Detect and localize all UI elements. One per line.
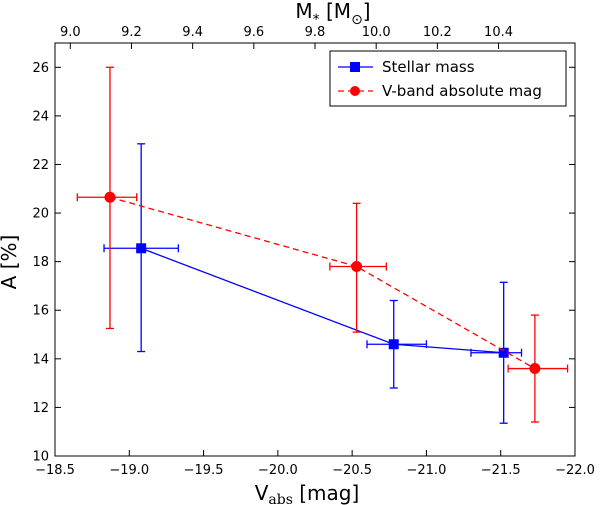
x-tick-label: −19.0 — [109, 463, 149, 478]
top-tick-label: 10.4 — [484, 25, 513, 40]
x-axis-title-sub: abs — [268, 492, 293, 505]
y-tick-label: 14 — [32, 352, 49, 367]
top-tick-label: 10.0 — [362, 25, 391, 40]
data-point-vband — [529, 363, 541, 375]
legend: Stellar mass V-band absolute mag — [329, 50, 567, 107]
x-tick-label: −22.0 — [555, 463, 595, 478]
top-axis-title: M* [M⊙] — [295, 0, 370, 28]
top-axis-title-unit-sub: ⊙ — [351, 12, 363, 28]
top-axis-title-unit-close: ] — [363, 0, 371, 23]
data-point-vband — [104, 191, 116, 203]
y-axis-title: A [%] — [0, 235, 21, 290]
y-tick-label: 24 — [32, 109, 49, 124]
y-tick-label: 12 — [32, 401, 49, 416]
legend-label-stellar-mass: Stellar mass — [382, 58, 475, 76]
legend-label-vband: V-band absolute mag — [382, 82, 542, 100]
data-point-stellar-mass — [136, 243, 147, 254]
x-tick-label: −19.5 — [184, 463, 224, 478]
top-tick-label: 9.8 — [305, 25, 326, 40]
x-axis-title-unit: [mag] — [293, 481, 359, 505]
top-tick-label: 9.4 — [182, 25, 203, 40]
data-point-stellar-mass — [388, 339, 399, 350]
x-tick-label: −20.5 — [332, 463, 372, 478]
y-tick-label: 18 — [32, 255, 49, 270]
legend-marker-stellar-mass — [350, 62, 360, 72]
x-axis-title-main: V — [255, 481, 269, 505]
x-axis-title: Vabs [mag] — [255, 481, 360, 505]
x-tick-label: −18.5 — [35, 463, 75, 478]
y-tick-label: 26 — [32, 61, 49, 76]
x-tick-label: −20.0 — [258, 463, 298, 478]
top-axis-title-main: M — [295, 0, 312, 23]
legend-frame — [329, 50, 567, 107]
top-tick-label: 9.6 — [243, 25, 264, 40]
top-axis-title-unit-open: [M — [320, 0, 351, 23]
top-axis-title-sub: * — [313, 12, 320, 28]
data-point-stellar-mass — [498, 347, 509, 358]
y-tick-label: 20 — [32, 207, 49, 222]
data-point-vband — [351, 261, 363, 273]
x-tick-label: −21.5 — [481, 463, 521, 478]
top-tick-label: 9.0 — [60, 25, 81, 40]
y-tick-label: 16 — [32, 304, 49, 319]
series-line-stellar-mass — [140, 247, 504, 354]
top-tick-label: 9.2 — [121, 25, 142, 40]
top-tick-label: 10.2 — [423, 25, 452, 40]
legend-marker-vband — [350, 86, 360, 96]
series-line-vband — [109, 196, 536, 370]
x-tick-label: −21.0 — [407, 463, 447, 478]
y-tick-label: 22 — [32, 158, 49, 173]
y-tick-label: 10 — [32, 450, 49, 465]
